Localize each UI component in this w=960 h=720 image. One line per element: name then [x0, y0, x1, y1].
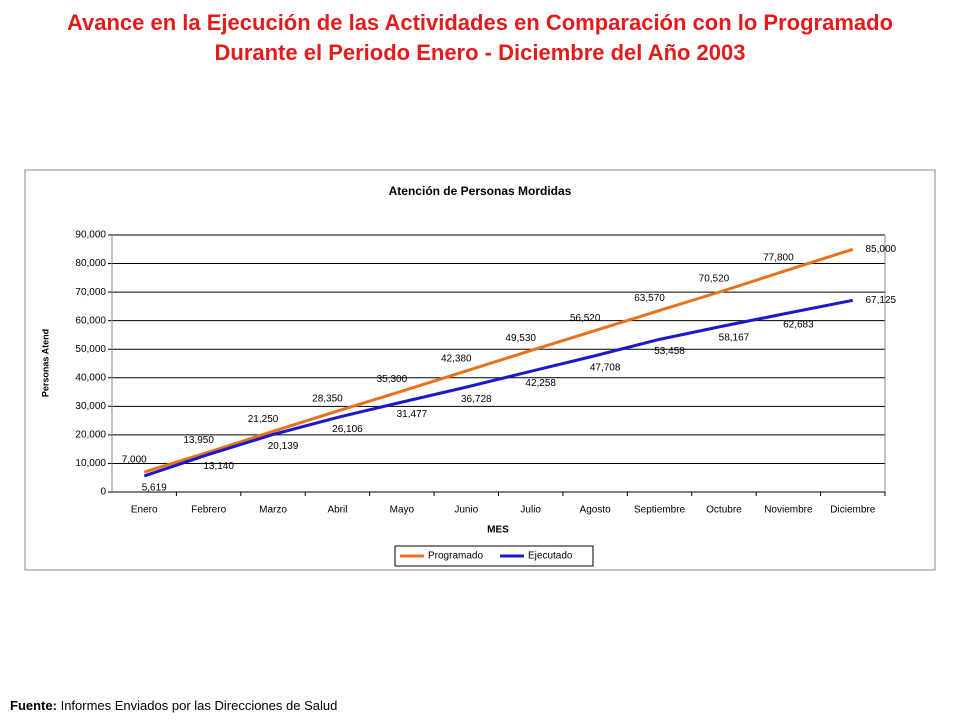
data-label: 42,258 — [525, 378, 556, 389]
y-axis-label: Personas Atend — [40, 329, 50, 397]
y-tick-label: 80,000 — [75, 258, 106, 269]
legend-label: Ejecutado — [528, 551, 573, 562]
data-label: 35,300 — [377, 374, 408, 385]
y-tick-label: 30,000 — [75, 401, 106, 412]
data-label: 26,106 — [332, 424, 363, 435]
x-tick-label: Abril — [327, 505, 347, 516]
data-label: 20,139 — [268, 441, 299, 452]
data-label: 77,800 — [763, 252, 794, 263]
data-label: 42,380 — [441, 354, 472, 365]
x-tick-label: Enero — [131, 505, 158, 516]
footer: Fuente: Informes Enviados por las Direcc… — [10, 698, 337, 713]
y-tick-label: 50,000 — [75, 344, 106, 355]
data-label: 58,167 — [719, 333, 750, 344]
data-label: 49,530 — [505, 333, 536, 344]
legend-label: Programado — [428, 551, 483, 562]
data-label: 85,000 — [865, 244, 896, 255]
y-tick-label: 40,000 — [75, 372, 106, 383]
data-label: 7,000 — [122, 455, 147, 466]
data-label: 28,350 — [312, 394, 343, 405]
x-tick-label: Febrero — [191, 505, 226, 516]
data-label: 31,477 — [397, 409, 428, 420]
y-tick-label: 20,000 — [75, 430, 106, 441]
x-tick-label: Junio — [454, 505, 478, 516]
x-tick-label: Agosto — [580, 505, 612, 516]
x-tick-label: Diciembre — [830, 505, 875, 516]
data-label: 13,140 — [203, 461, 234, 472]
data-label: 21,250 — [248, 414, 279, 425]
series-line — [143, 298, 854, 478]
x-tick-label: Marzo — [259, 505, 287, 516]
data-label: 70,520 — [699, 273, 730, 284]
data-label: 36,728 — [461, 394, 492, 405]
y-tick-label: 10,000 — [75, 458, 106, 469]
series-line — [143, 247, 854, 474]
slide-title: Avance en la Ejecución de las Actividade… — [66, 10, 894, 65]
footer-label: Fuente: — [10, 698, 57, 713]
data-label: 5,619 — [142, 483, 167, 494]
legend-box — [394, 545, 594, 567]
data-label: 53,458 — [654, 346, 685, 357]
y-tick-label: 60,000 — [75, 315, 106, 326]
data-label: 13,950 — [183, 435, 214, 446]
chart-title: Atención de Personas Mordidas — [389, 184, 572, 198]
chart-frame — [24, 169, 936, 571]
y-tick-label: 90,000 — [75, 230, 106, 241]
data-label: 47,708 — [590, 362, 621, 373]
y-tick-label: 70,000 — [75, 287, 106, 298]
x-tick-label: Julio — [520, 505, 541, 516]
footer-text: Informes Enviados por las Direcciones de… — [60, 698, 338, 713]
x-tick-label: Septiembre — [634, 505, 686, 516]
x-axis-label: MES — [487, 525, 509, 536]
data-label: 62,683 — [783, 320, 814, 331]
data-label: 56,520 — [570, 313, 601, 324]
x-tick-label: Mayo — [390, 505, 415, 516]
y-tick-label: 0 — [100, 487, 106, 498]
x-tick-label: Octubre — [706, 505, 742, 516]
data-label: 63,570 — [634, 293, 665, 304]
x-tick-label: Noviembre — [764, 505, 813, 516]
data-label: 67,125 — [865, 295, 896, 306]
